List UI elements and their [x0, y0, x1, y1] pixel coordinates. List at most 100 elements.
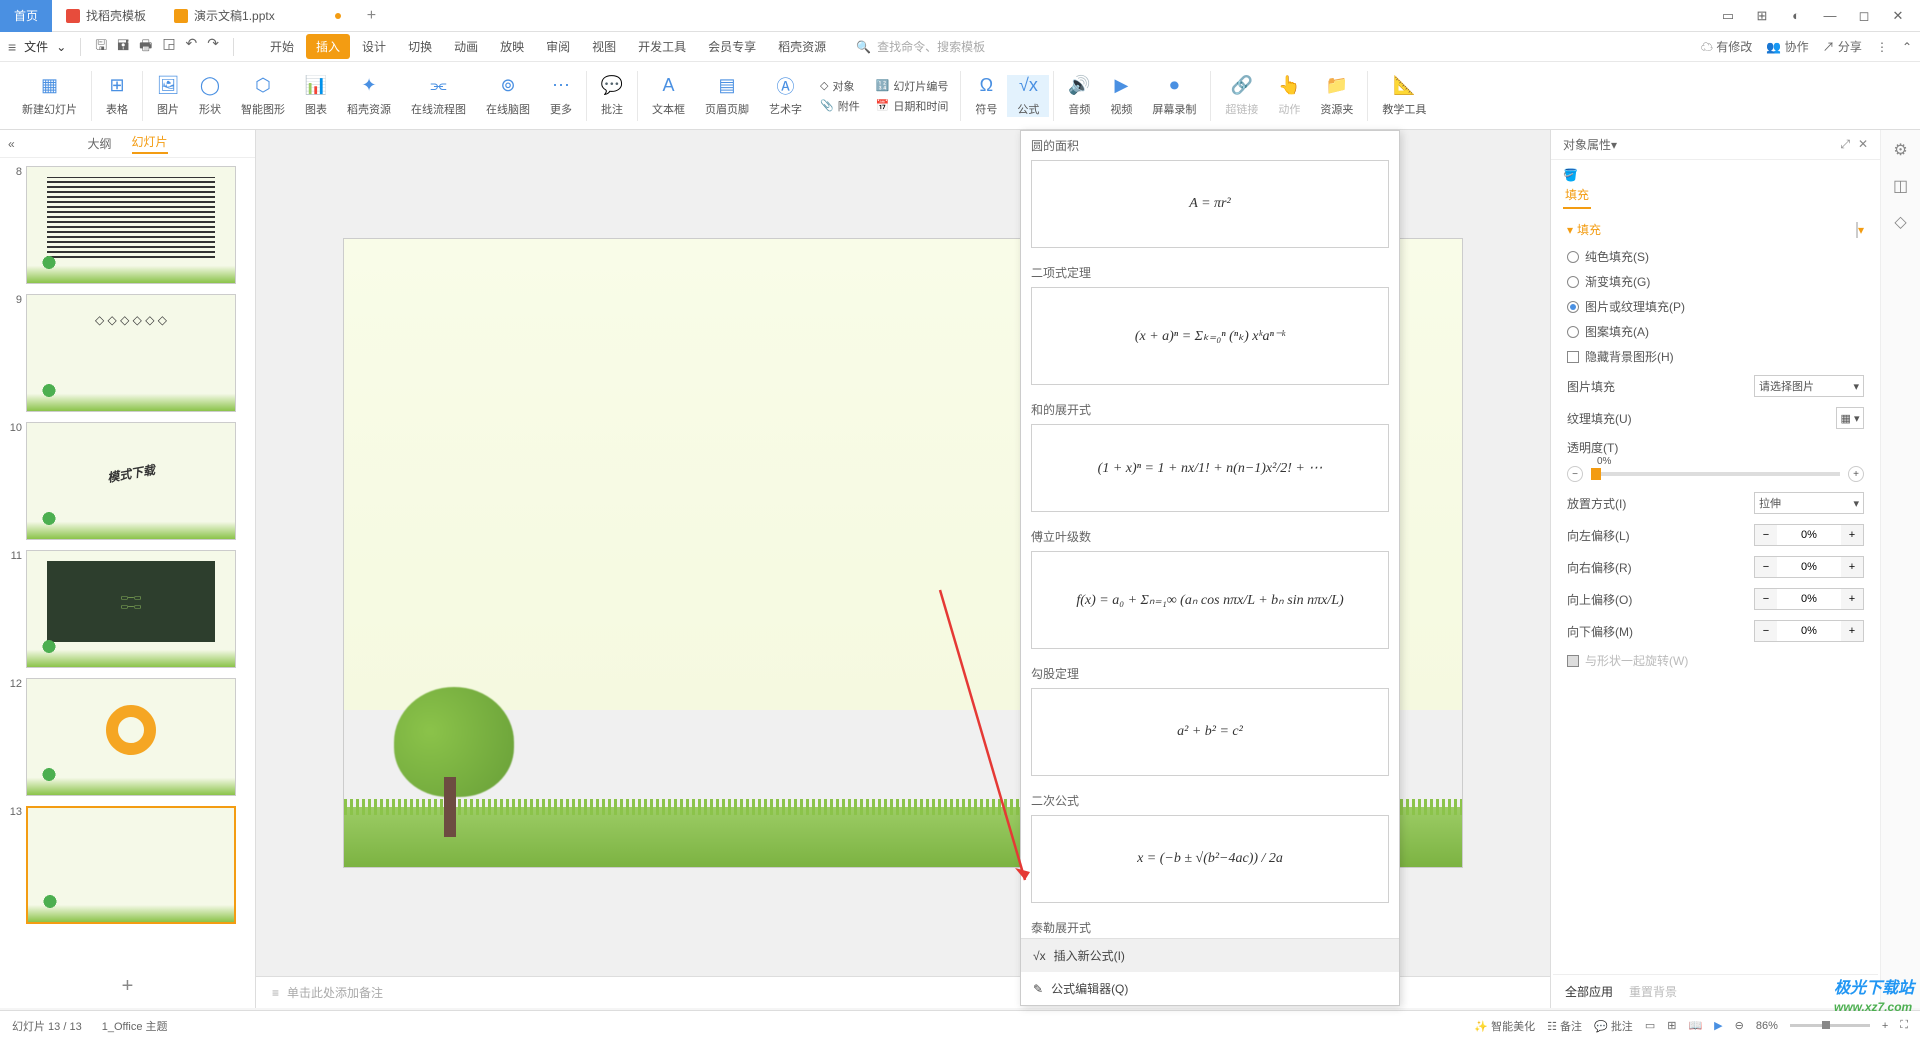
slide-thumb[interactable]: 9◇ ◇ ◇ ◇ ◇ ◇: [8, 294, 247, 412]
collapse-ribbon-icon[interactable]: ⌃: [1902, 40, 1912, 54]
tab-slides[interactable]: 幻灯片: [132, 133, 168, 154]
mtab-vip[interactable]: 会员专享: [698, 34, 766, 59]
maximize-button[interactable]: ◻: [1850, 2, 1878, 30]
grid-icon[interactable]: ⊞: [1748, 2, 1776, 30]
ribbon-formula[interactable]: √x公式: [1007, 75, 1049, 117]
zoom-in-icon[interactable]: +: [1882, 1020, 1888, 1032]
formula-preset[interactable]: A = πr²: [1031, 160, 1389, 248]
hamburger-icon[interactable]: ≡: [8, 39, 16, 55]
ribbon-video[interactable]: ▶视频: [1100, 75, 1142, 117]
ribbon-resources[interactable]: 📁资源夹: [1310, 75, 1363, 117]
redo-icon[interactable]: ↷: [207, 35, 219, 59]
tab-template[interactable]: 找稻壳模板: [52, 0, 160, 32]
formula-preset[interactable]: (1 + x)ⁿ = 1 + nx/1! + n(n−1)x²/2! + ⋯: [1031, 424, 1389, 512]
ribbon-action[interactable]: 👆动作: [1268, 75, 1310, 117]
formula-preset[interactable]: (x + a)ⁿ = Σₖ₌₀ⁿ (ⁿₖ) xᵏaⁿ⁻ᵏ: [1031, 287, 1389, 385]
mtab-insert[interactable]: 插入: [306, 34, 350, 59]
ribbon-datetime[interactable]: 📅 日期和时间: [876, 98, 949, 114]
ribbon-screenrec[interactable]: ⏺屏幕录制: [1142, 75, 1206, 117]
share-button[interactable]: ↗ 分享: [1823, 38, 1862, 55]
view-sorter-icon[interactable]: ⊞: [1667, 1019, 1676, 1032]
ribbon-textbox[interactable]: A文本框: [642, 75, 695, 117]
comments-button[interactable]: 💬 批注: [1594, 1018, 1633, 1034]
ribbon-mindmap[interactable]: ⊚在线脑图: [476, 75, 540, 117]
offset-t-spinner[interactable]: −+: [1754, 588, 1864, 610]
ribbon-more[interactable]: ⋯更多: [540, 75, 582, 117]
texture-button[interactable]: ▦ ▾: [1836, 407, 1864, 429]
ribbon-slide-number[interactable]: 🔢 幻灯片编号: [876, 78, 949, 94]
view-reading-icon[interactable]: 📖: [1688, 1019, 1702, 1032]
layers-icon[interactable]: ◫: [1893, 176, 1908, 196]
formula-preset[interactable]: f(x) = a₀ + Σₙ₌₁∞ (aₙ cos nπx/L + bₙ sin…: [1031, 551, 1389, 649]
pic-select[interactable]: 请选择图片▾: [1754, 375, 1864, 397]
formula-editor[interactable]: ✎公式编辑器(Q): [1021, 972, 1399, 1005]
print-icon[interactable]: 🖶: [139, 35, 152, 59]
user-icon[interactable]: ◐: [1782, 2, 1810, 30]
collab-button[interactable]: 👥 协作: [1766, 38, 1808, 55]
insert-new-formula[interactable]: √x插入新公式(I): [1021, 939, 1399, 972]
undo-icon[interactable]: ↶: [186, 35, 198, 59]
ribbon-header-footer[interactable]: ▤页眉页脚: [695, 75, 759, 117]
props-tab-fill[interactable]: 填充: [1563, 182, 1591, 209]
formula-preset[interactable]: a² + b² = c²: [1031, 688, 1389, 776]
mtab-resources[interactable]: 稻壳资源: [768, 34, 836, 59]
ribbon-teaching[interactable]: 📐教学工具: [1372, 75, 1436, 117]
more-icon[interactable]: ⋮: [1876, 40, 1888, 54]
radio-pattern[interactable]: 图案填充(A): [1567, 323, 1864, 340]
zoom-out-icon[interactable]: ⊖: [1735, 1019, 1744, 1032]
tab-outline[interactable]: 大纲: [87, 135, 111, 152]
ribbon-flowchart[interactable]: ⫘在线流程图: [401, 75, 476, 117]
slide-thumb[interactable]: 12: [8, 678, 247, 796]
offset-l-spinner[interactable]: −+: [1754, 524, 1864, 546]
offset-b-spinner[interactable]: −+: [1754, 620, 1864, 642]
mtab-slideshow[interactable]: 放映: [490, 34, 534, 59]
ribbon-audio[interactable]: 🔊音频: [1058, 75, 1100, 117]
ribbon-comment[interactable]: 💬批注: [591, 75, 633, 117]
tab-add[interactable]: +: [355, 7, 388, 25]
save-icon[interactable]: 🖫: [95, 35, 107, 59]
zoom-level[interactable]: 86%: [1756, 1020, 1778, 1032]
ribbon-table[interactable]: ⊞表格: [96, 75, 138, 117]
ribbon-shape[interactable]: ◯形状: [189, 75, 231, 117]
select-icon[interactable]: ◇: [1894, 212, 1906, 232]
view-slideshow-icon[interactable]: ▶: [1714, 1019, 1722, 1032]
radio-solid[interactable]: 纯色填充(S): [1567, 248, 1864, 265]
search-box[interactable]: 🔍 查找命令、搜索模板: [856, 38, 985, 55]
pending-changes[interactable]: ☁ 有修改: [1701, 38, 1752, 55]
slide-thumb[interactable]: 11▭─▭▭─▭: [8, 550, 247, 668]
checkbox-hide-bg[interactable]: 隐藏背景图形(H): [1567, 348, 1864, 365]
ribbon-image[interactable]: 🖼图片: [147, 75, 189, 117]
minimize-button[interactable]: —: [1816, 2, 1844, 30]
ribbon-smartart[interactable]: ⬡智能图形: [231, 75, 295, 117]
file-menu[interactable]: 文件: [24, 38, 48, 55]
collapse-panel-icon[interactable]: «: [8, 137, 15, 151]
fit-icon[interactable]: ⛶: [1900, 1019, 1908, 1032]
mtab-transition[interactable]: 切换: [398, 34, 442, 59]
ribbon-symbol[interactable]: Ω符号: [965, 75, 1007, 117]
reset-bg-button[interactable]: 重置背景: [1629, 983, 1677, 1000]
offset-r-spinner[interactable]: −+: [1754, 556, 1864, 578]
mtab-dev[interactable]: 开发工具: [628, 34, 696, 59]
tab-document[interactable]: 演示文稿1.pptx: [160, 0, 355, 32]
mtab-animation[interactable]: 动画: [444, 34, 488, 59]
ribbon-attach[interactable]: 📎 附件: [820, 98, 860, 114]
mtab-start[interactable]: 开始: [260, 34, 304, 59]
layout-icon[interactable]: ▭: [1714, 2, 1742, 30]
zoom-slider[interactable]: [1790, 1024, 1870, 1027]
ribbon-chart[interactable]: 📊图表: [295, 75, 337, 117]
mtab-design[interactable]: 设计: [352, 34, 396, 59]
add-slide-button[interactable]: +: [0, 965, 255, 1008]
opacity-minus[interactable]: −: [1567, 466, 1583, 482]
slide-list[interactable]: 8 9◇ ◇ ◇ ◇ ◇ ◇ 10模式下载 11▭─▭▭─▭ 12 13: [0, 158, 255, 965]
close-panel-icon[interactable]: ✕: [1858, 137, 1868, 152]
place-select[interactable]: 拉伸▾: [1754, 492, 1864, 514]
radio-picture[interactable]: 图片或纹理填充(P): [1567, 298, 1864, 315]
slide-thumb[interactable]: 10模式下载: [8, 422, 247, 540]
ribbon-new-slide[interactable]: ▦新建幻灯片: [12, 75, 87, 117]
fill-group-title[interactable]: ▾ 填充 ▾: [1567, 221, 1864, 238]
radio-gradient[interactable]: 渐变填充(G): [1567, 273, 1864, 290]
mtab-review[interactable]: 审阅: [536, 34, 580, 59]
fill-swatch[interactable]: [1856, 222, 1858, 238]
settings-icon[interactable]: ⚙: [1893, 140, 1907, 160]
pin-icon[interactable]: ⤢: [1840, 137, 1850, 152]
